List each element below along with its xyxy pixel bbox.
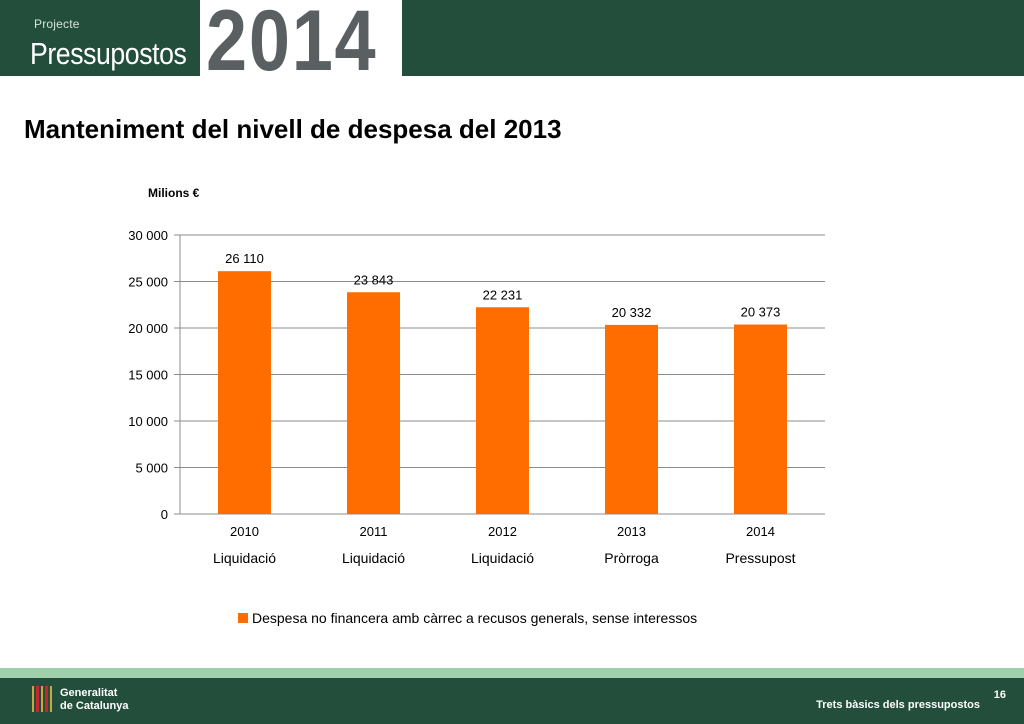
footer-bar <box>0 678 1024 724</box>
header-title: Pressupostos <box>30 36 187 71</box>
y-tick-label: 0 <box>161 507 168 522</box>
data-label: 23 843 <box>354 272 394 287</box>
legend-swatch <box>238 613 248 623</box>
x-tick-sublabel: Liquidació <box>213 550 276 566</box>
footer-band <box>0 668 1024 678</box>
bar <box>605 324 658 514</box>
x-tick-label: 2014 <box>746 524 775 539</box>
y-tick-label: 10 000 <box>128 414 168 429</box>
org-line-2: de Catalunya <box>60 700 129 712</box>
legend-label: Despesa no financera amb càrrec a recuso… <box>252 610 698 626</box>
x-tick-sublabel: Pressupost <box>725 550 795 566</box>
x-tick-label: 2012 <box>488 524 517 539</box>
bar <box>734 324 787 514</box>
y-tick-label: 30 000 <box>128 228 168 243</box>
bar <box>218 271 271 514</box>
org-line-1: Generalitat <box>60 687 118 699</box>
slide-title: Manteniment del nivell de despesa del 20… <box>24 114 562 144</box>
y-tick-label: 5 000 <box>135 461 168 476</box>
bar <box>347 292 400 514</box>
header-kicker: Projecte <box>34 17 80 31</box>
org-name: Generalitat de Catalunya <box>60 687 128 713</box>
data-label: 22 231 <box>483 287 523 302</box>
generalitat-logo-icon <box>32 686 53 712</box>
x-tick-sublabel: Liquidació <box>342 550 405 566</box>
x-tick-label: 2013 <box>617 524 646 539</box>
chart-legend: Despesa no financera amb càrrec a recuso… <box>238 610 697 626</box>
y-tick-label: 15 000 <box>128 368 168 383</box>
y-tick-label: 25 000 <box>128 275 168 290</box>
footer-caption: Trets bàsics dels pressupostos <box>816 699 980 711</box>
x-tick-sublabel: Pròrroga <box>604 550 659 566</box>
bar-chart: 0 5 000 10 000 15 000 20 000 25 000 30 000 26 1… <box>128 228 825 566</box>
data-label: 20 373 <box>741 305 781 320</box>
x-tick-label: 2011 <box>360 524 388 539</box>
x-tick-sublabel: Liquidació <box>471 550 534 566</box>
year-box: 2014 <box>200 0 402 76</box>
data-label: 26 110 <box>225 251 264 266</box>
unit-label: Milions € <box>148 186 200 200</box>
header-year: 2014 <box>206 0 378 76</box>
data-label: 20 332 <box>612 305 652 320</box>
header-bar: Projecte Pressupostos <box>0 0 1024 76</box>
y-tick-label: 20 000 <box>128 321 168 336</box>
bar <box>476 307 529 514</box>
page-number: 16 <box>993 689 1006 701</box>
x-tick-label: 2010 <box>230 524 259 539</box>
